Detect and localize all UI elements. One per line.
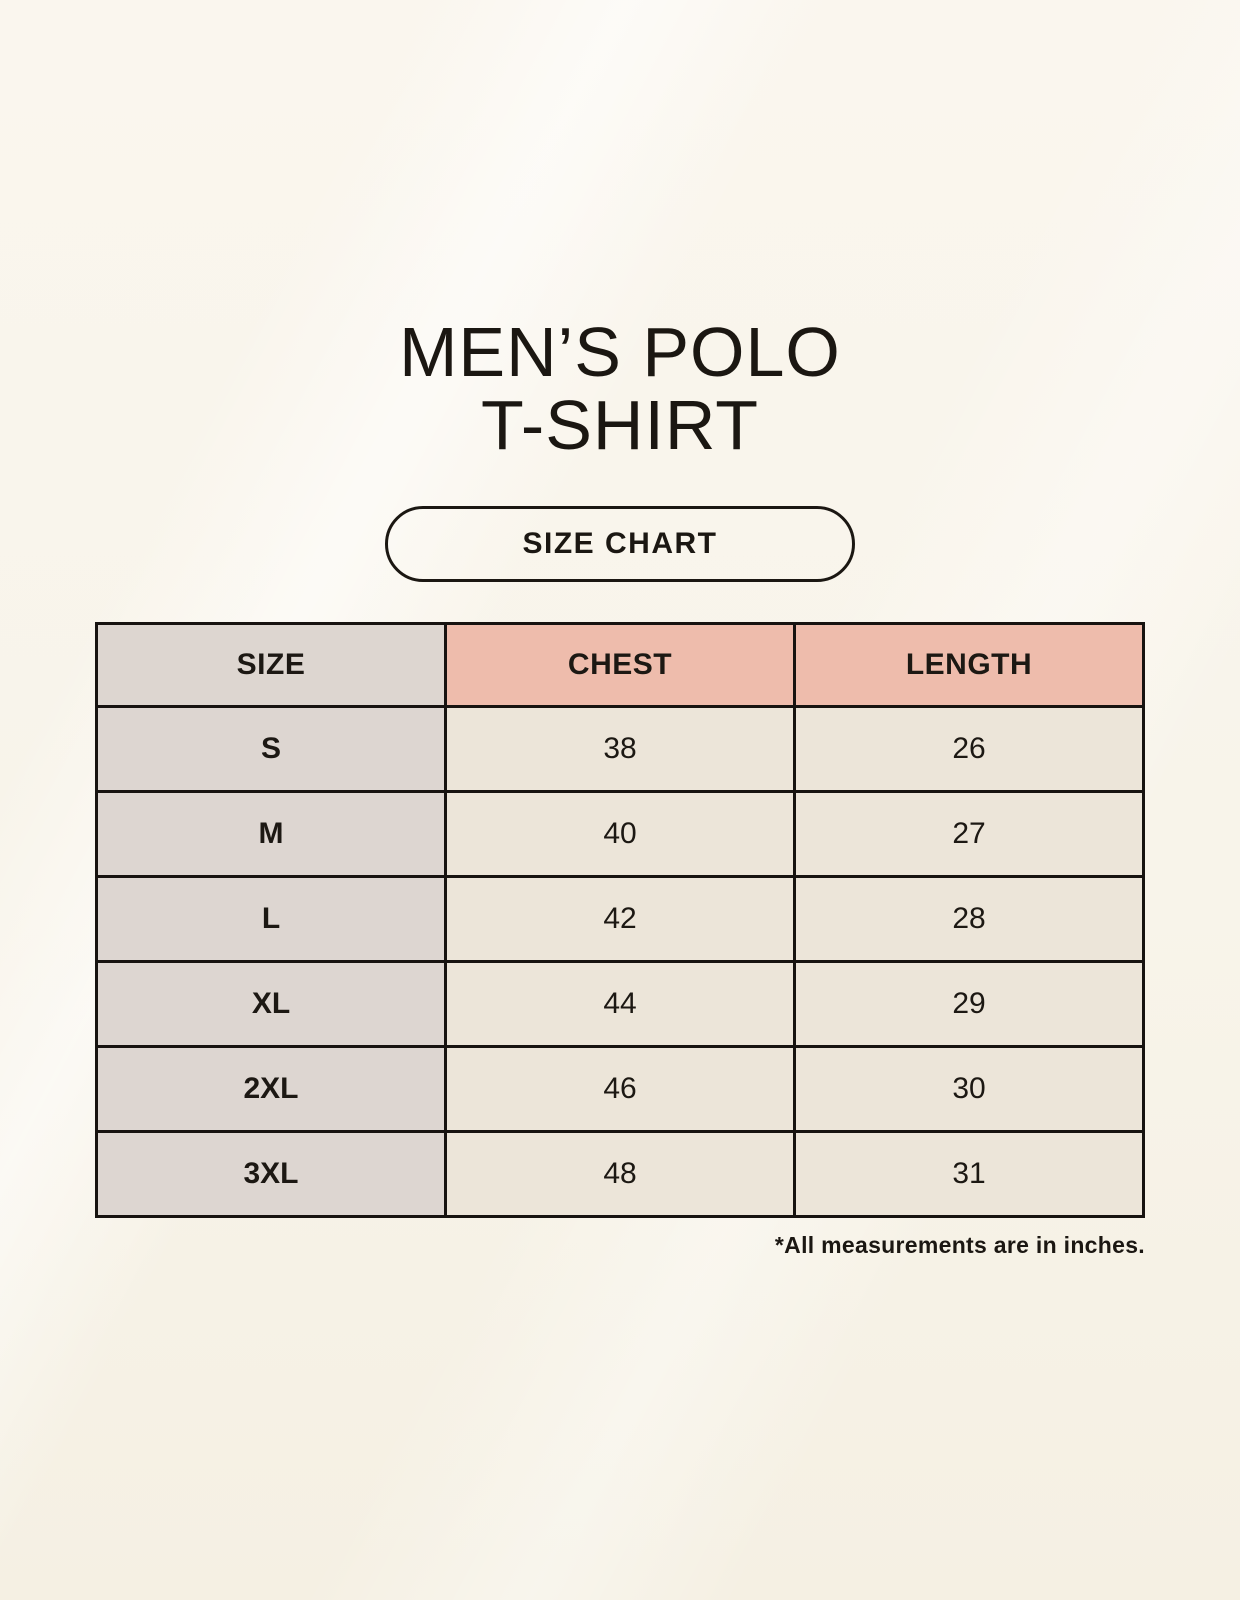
chest-value: 48: [444, 1129, 796, 1218]
table-row: L 42 28: [95, 874, 1145, 963]
table-row: M 40 27: [95, 789, 1145, 878]
chest-value: 44: [444, 959, 796, 1048]
length-value: 30: [793, 1044, 1145, 1133]
size-chart-badge: SIZE CHART: [385, 505, 855, 582]
size-label: L: [95, 874, 447, 963]
column-header-length: LENGTH: [793, 621, 1145, 708]
product-title-line-1: MEN’S POLO: [399, 313, 841, 391]
length-value: 26: [793, 704, 1145, 793]
size-label: XL: [95, 959, 447, 1048]
table-header-row: SIZE CHEST LENGTH: [95, 621, 1145, 708]
length-value: 27: [793, 789, 1145, 878]
table-row: S 38 26: [95, 704, 1145, 793]
chest-value: 40: [444, 789, 796, 878]
size-label: 3XL: [95, 1129, 447, 1218]
length-value: 28: [793, 874, 1145, 963]
chest-value: 46: [444, 1044, 796, 1133]
measurements-footnote: *All measurements are in inches.: [774, 1231, 1145, 1258]
column-header-size: SIZE: [95, 621, 447, 708]
product-title: MEN’S POLO T-SHIRT: [0, 316, 1240, 462]
table-row: 2XL 46 30: [95, 1044, 1145, 1133]
length-value: 29: [793, 959, 1145, 1048]
size-label: S: [95, 704, 447, 793]
size-chart-table: SIZE CHEST LENGTH S 38 26 M 40 27 L: [95, 621, 1145, 1218]
length-value: 31: [793, 1129, 1145, 1218]
size-chart-badge-wrap: SIZE CHART: [0, 505, 1240, 582]
product-title-line-2: T-SHIRT: [481, 385, 759, 464]
size-label: M: [95, 789, 447, 878]
column-header-chest: CHEST: [444, 621, 796, 708]
table-row: 3XL 48 31: [95, 1129, 1145, 1218]
chest-value: 42: [444, 874, 796, 963]
size-chart-table-wrap: SIZE CHEST LENGTH S 38 26 M 40 27 L: [95, 621, 1145, 1218]
table-row: XL 44 29: [95, 959, 1145, 1048]
size-label: 2XL: [95, 1044, 447, 1133]
chest-value: 38: [444, 704, 796, 793]
